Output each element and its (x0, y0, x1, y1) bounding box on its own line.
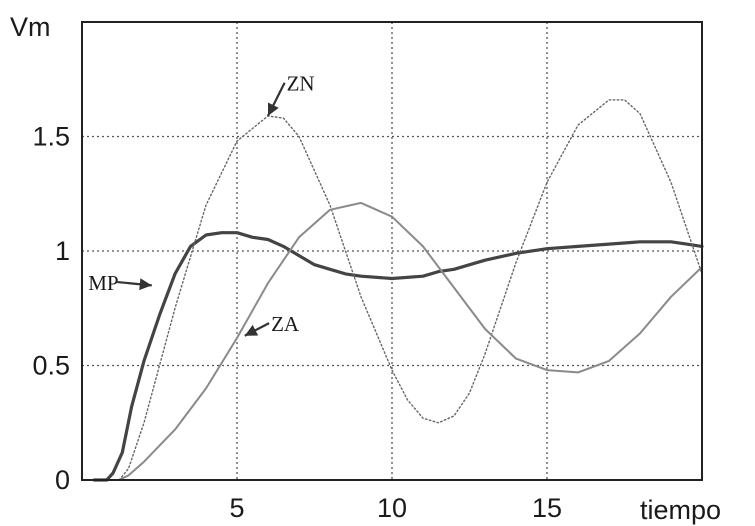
plot-frame (81, 21, 703, 481)
y-tick-label: 1.5 (32, 122, 70, 152)
annotation-zn: ZN (287, 72, 315, 96)
x-tick-label: 10 (377, 493, 407, 523)
series-line-zn (118, 99, 703, 481)
annotation-arrowhead (268, 102, 279, 116)
series-layer (92, 99, 704, 482)
series-line-za (118, 201, 703, 481)
tick-labels: 5 10 15 0 0.5 1 1.5 (32, 122, 562, 524)
y-tick-label: 1 (55, 236, 70, 266)
annotation-za: ZA (271, 312, 300, 336)
annotation-layer: ZN MP ZA (88, 72, 315, 337)
y-tick-label: 0.5 (32, 351, 70, 381)
x-tick-label: 5 (229, 493, 244, 523)
annotation-arrowhead (139, 278, 152, 291)
y-axis-label: Vm (10, 12, 51, 42)
series-line-mp (92, 231, 704, 482)
x-tick-label: 15 (532, 493, 562, 523)
y-tick-label: 0 (55, 465, 70, 495)
x-axis-label: tiempo (640, 495, 721, 525)
grid (82, 22, 702, 480)
annotation-arrowhead (244, 324, 259, 336)
annotation-mp: MP (88, 271, 118, 295)
